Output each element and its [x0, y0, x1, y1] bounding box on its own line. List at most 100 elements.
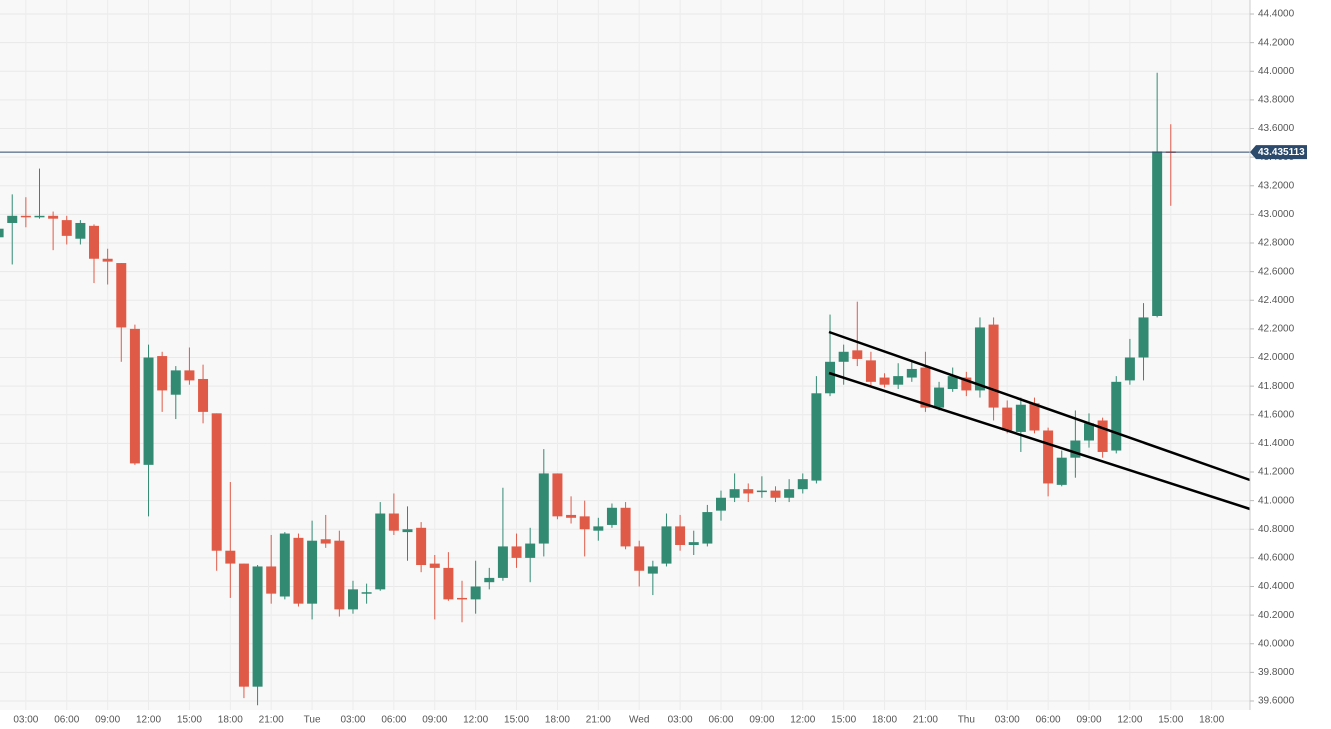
x-tick-label: 15:00 [504, 715, 529, 726]
y-tick-label: 40.2000 [1258, 610, 1295, 621]
y-tick-label: 44.2000 [1258, 37, 1295, 48]
y-tick-label: 43.8000 [1258, 95, 1295, 106]
candle-body [116, 263, 127, 328]
x-tick-label: Wed [629, 715, 649, 726]
candle-body [675, 526, 686, 545]
candle-body [988, 324, 999, 408]
candle-body [20, 215, 31, 218]
candle-body [34, 215, 45, 218]
candle-body [61, 220, 72, 236]
candle-body [388, 513, 399, 531]
candle-body [1043, 430, 1054, 484]
candle-body [620, 507, 631, 547]
y-tick-label: 42.6000 [1258, 266, 1295, 277]
candle-body [429, 563, 440, 568]
y-tick-label: 42.8000 [1258, 238, 1295, 249]
candle-body [1138, 317, 1149, 358]
candle-body [538, 473, 549, 544]
x-tick-label: 12:00 [136, 715, 161, 726]
candle-body [102, 258, 113, 262]
candle-body [470, 586, 481, 600]
axes: 39.6000 39.8000 40.0000 40.2000 40.4000 40.60… [13, 9, 1307, 726]
candle-body [375, 513, 386, 590]
x-tick-label: 12:00 [790, 715, 815, 726]
candle-body [1070, 440, 1081, 458]
candle-body [961, 377, 972, 391]
candle-body [784, 489, 795, 498]
candle-body [402, 529, 413, 533]
candle-body [865, 360, 876, 382]
candle-body [661, 526, 672, 564]
candle-body [307, 540, 318, 604]
y-tick-label: 43.6000 [1258, 123, 1295, 134]
candle-body [484, 577, 495, 583]
y-tick-label: 41.8000 [1258, 381, 1295, 392]
candle-body [266, 566, 277, 594]
candle-body [48, 215, 59, 219]
candle-body [497, 546, 508, 578]
x-tick-label: 12:00 [463, 715, 488, 726]
candle-body [1029, 403, 1040, 431]
trend-line [828, 330, 1251, 482]
candle-body [1124, 357, 1135, 381]
candle-body [593, 526, 604, 531]
candle-body [0, 228, 4, 238]
y-tick-label: 43.0000 [1258, 209, 1295, 220]
candle-body [334, 540, 345, 610]
candles [0, 72, 1250, 706]
candle-body [198, 378, 209, 412]
x-tick-label: 12:00 [1117, 715, 1142, 726]
candle-body [688, 542, 699, 545]
x-tick-label: 18:00 [1199, 715, 1224, 726]
y-tick-label: 40.8000 [1258, 524, 1295, 535]
candle-body [647, 566, 658, 574]
candle-body [1097, 420, 1108, 452]
x-tick-label: 06:00 [1036, 715, 1061, 726]
y-tick-label: 42.2000 [1258, 324, 1295, 335]
candle-body [7, 215, 18, 223]
x-tick-label: 09:00 [422, 715, 447, 726]
y-tick-label: 41.0000 [1258, 495, 1295, 506]
x-tick-label: 18:00 [872, 715, 897, 726]
grid [0, 0, 1250, 710]
y-tick-label: 44.0000 [1258, 66, 1295, 77]
candle-body [920, 367, 931, 408]
candle-body [129, 328, 140, 464]
candle-body [906, 368, 917, 378]
x-tick-label: 06:00 [381, 715, 406, 726]
candle-body [838, 351, 849, 362]
x-tick-label: Tue [304, 715, 321, 726]
candle-body [974, 327, 985, 391]
y-tick-label: 43.2000 [1258, 180, 1295, 191]
candle-body [238, 563, 249, 687]
x-tick-label: 21:00 [259, 715, 284, 726]
candle-body [89, 225, 100, 259]
trend-lines [828, 330, 1251, 511]
x-tick-label: 03:00 [340, 715, 365, 726]
x-tick-label: 03:00 [668, 715, 693, 726]
x-tick-label: 09:00 [749, 715, 774, 726]
x-tick-label: 15:00 [177, 715, 202, 726]
x-tick-label: 06:00 [54, 715, 79, 726]
x-tick-label: 18:00 [545, 715, 570, 726]
candle-body [225, 550, 236, 564]
x-tick-label: 03:00 [13, 715, 38, 726]
candle-body [729, 489, 740, 498]
candle-body [715, 497, 726, 511]
candle-body [879, 377, 890, 385]
y-tick-label: 44.4000 [1258, 9, 1295, 20]
x-tick-label: 06:00 [708, 715, 733, 726]
last-price-label: 43.435113 [1258, 147, 1305, 158]
candle-body [811, 393, 822, 481]
candle-body [293, 537, 304, 604]
candle-body [1084, 423, 1094, 441]
candle-body [1002, 407, 1013, 431]
y-tick-label: 39.8000 [1258, 667, 1295, 678]
y-tick-label: 39.6000 [1258, 696, 1295, 707]
candle-body [1015, 404, 1026, 432]
x-tick-label: Thu [958, 715, 975, 726]
candle-body [566, 514, 577, 518]
candle-body [184, 370, 195, 381]
candle-body [947, 376, 958, 389]
x-tick-label: 09:00 [1076, 715, 1101, 726]
